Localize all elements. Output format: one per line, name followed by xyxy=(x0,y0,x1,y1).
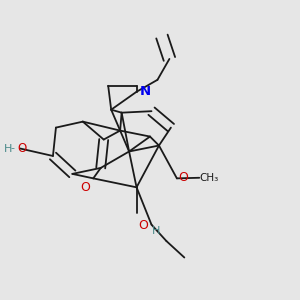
Text: H: H xyxy=(4,143,12,154)
Text: O: O xyxy=(80,182,90,194)
Text: O: O xyxy=(138,219,148,232)
Text: O: O xyxy=(178,171,188,184)
Text: H: H xyxy=(152,226,160,236)
Text: O: O xyxy=(17,142,26,155)
Text: -: - xyxy=(10,143,14,154)
Text: CH₃: CH₃ xyxy=(200,173,219,183)
Text: N: N xyxy=(140,85,151,98)
